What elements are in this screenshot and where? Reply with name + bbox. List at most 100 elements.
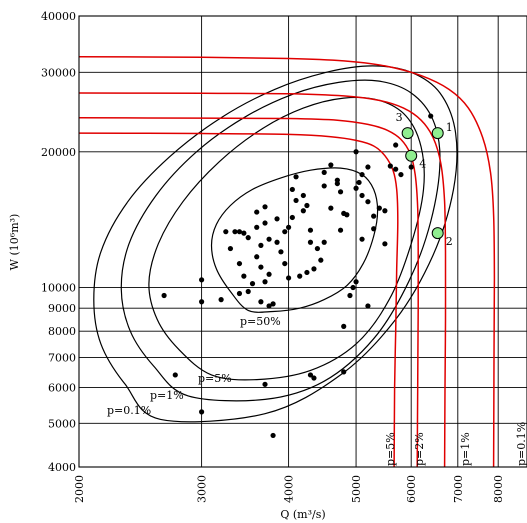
red-label-p1: p=1% [459, 432, 472, 466]
data-point [274, 239, 280, 245]
data-point [254, 254, 260, 260]
data-point [278, 249, 284, 255]
data-point [249, 281, 256, 287]
data-point [258, 299, 264, 305]
data-point [223, 229, 229, 235]
red-curve [79, 132, 399, 467]
data-point [307, 372, 314, 378]
contour-label-p50: p=50% [240, 315, 281, 328]
data-point [262, 279, 268, 285]
data-point [218, 297, 224, 303]
data-point [337, 227, 344, 233]
data-point [289, 214, 295, 221]
x-tick-label: 6000 [405, 475, 418, 503]
data-point [285, 224, 292, 230]
data-point [270, 301, 276, 307]
data-point [344, 212, 350, 218]
y-tick-label: 7000 [48, 351, 76, 364]
data-point [321, 239, 327, 245]
highlight-label: 2 [446, 235, 453, 248]
data-point [304, 202, 310, 209]
highlight-label: 4 [419, 158, 426, 171]
data-point [304, 269, 310, 276]
data-point [321, 183, 327, 189]
contour-line [93, 65, 458, 423]
highlight-marker [431, 227, 444, 240]
data-point [262, 204, 268, 210]
y-axis-title: W (10⁶m³) [8, 214, 21, 271]
data-point [353, 149, 359, 155]
x-tick-label: 5000 [350, 475, 363, 503]
data-point [258, 264, 264, 270]
y-tick-label: 8000 [48, 325, 76, 338]
data-point [376, 205, 382, 211]
data-point [293, 174, 299, 180]
data-point [300, 208, 306, 214]
data-point [365, 199, 371, 205]
plot-frame [78, 15, 527, 468]
data-point [371, 213, 377, 219]
data-point [365, 303, 371, 309]
plot-border [78, 15, 527, 468]
data-point [262, 220, 268, 226]
data-point [241, 230, 247, 236]
data-point [297, 273, 303, 279]
data-point [321, 169, 327, 176]
data-point [359, 192, 365, 199]
data-point [241, 273, 247, 279]
contour-label-p1: p=1% [150, 389, 184, 402]
highlight-markers: 1 2 3 4 [396, 111, 453, 248]
y-tick-label: 5000 [48, 417, 76, 430]
data-point [347, 292, 353, 299]
data-point [398, 171, 404, 178]
data-point [300, 192, 306, 199]
data-point [161, 292, 167, 299]
data-point [172, 372, 178, 378]
data-point [274, 216, 280, 222]
data-point [382, 241, 388, 247]
data-point [245, 235, 251, 241]
data-point [359, 236, 365, 242]
red-label-p01: p=0.1% [515, 422, 527, 466]
highlight-label: 1 [446, 121, 453, 134]
data-point [393, 166, 399, 172]
data-point [258, 242, 264, 248]
data-point [236, 260, 243, 267]
data-point [428, 113, 434, 119]
contour-label-p01: p=0.1% [107, 404, 151, 417]
x-tick-label: 7000 [452, 475, 465, 503]
data-point [387, 163, 393, 169]
data-point [393, 142, 399, 148]
data-point [341, 323, 347, 329]
x-tick-label: 3000 [196, 475, 209, 503]
data-point [408, 164, 414, 170]
y-tick-label: 4000 [48, 461, 76, 474]
red-curve [79, 116, 419, 467]
data-point [282, 229, 288, 235]
data-point [227, 245, 234, 252]
x-tick-labels: 2000 3000 4000 5000 6000 7000 8000 [73, 475, 505, 503]
data-point [236, 290, 243, 297]
data-point [307, 227, 314, 233]
data-point [262, 381, 268, 387]
y-tick-label: 40000 [41, 10, 76, 23]
data-point [311, 375, 317, 381]
x-tick-label: 2000 [73, 475, 86, 503]
data-point [199, 277, 205, 283]
red-curve [79, 55, 496, 467]
data-points [161, 113, 434, 439]
data-point [266, 236, 272, 242]
data-point [350, 284, 356, 291]
data-point [314, 245, 321, 252]
data-point [307, 239, 314, 245]
data-point [199, 299, 205, 305]
annotations: p=50% p=5% p=1% p=0.1% p=5% p=2% p=1% p=… [8, 214, 527, 521]
highlight-marker [401, 127, 414, 140]
y-tick-label: 10000 [41, 282, 76, 295]
data-point [341, 369, 347, 375]
data-point [311, 266, 317, 272]
data-point [254, 224, 260, 230]
data-point [328, 205, 334, 211]
data-point [334, 180, 340, 187]
